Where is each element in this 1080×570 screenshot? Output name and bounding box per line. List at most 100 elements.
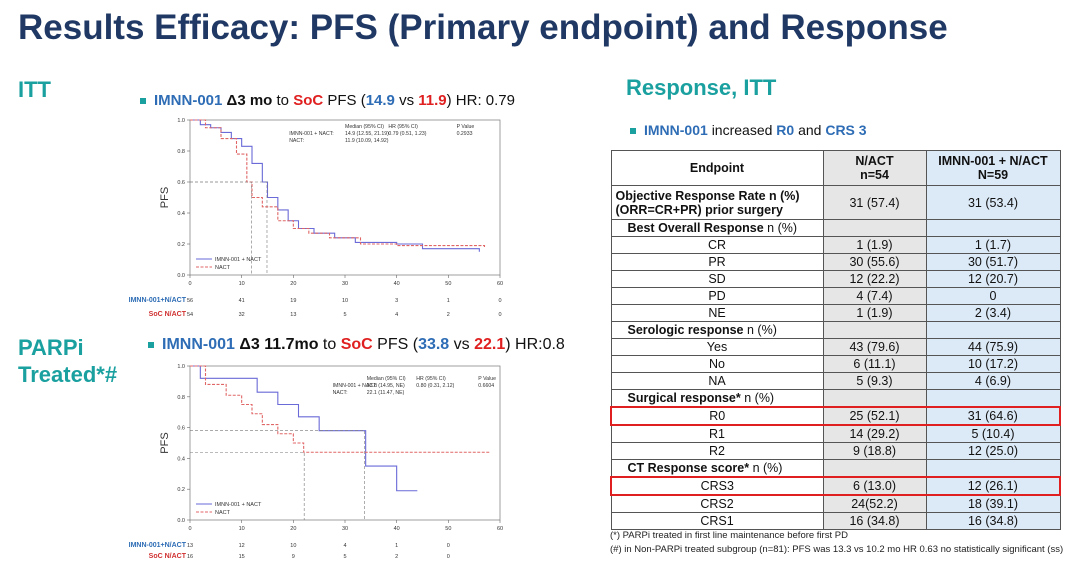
inset-cell: 22.1 (11.47, NE) <box>367 390 405 396</box>
cell: 6 (11.1) <box>822 355 927 373</box>
header-row: Endpoint N/ACT n=54 IMNN-001 + N/ACT N=59 <box>610 150 1061 186</box>
at-risk-count: 1 <box>447 298 450 304</box>
text: PARPi <box>18 335 84 360</box>
at-risk-count: 0 <box>498 312 501 318</box>
x-tick-label: 20 <box>290 281 296 287</box>
table-row: CRS1 16 (34.8) 16 (34.8) <box>610 512 1061 530</box>
legend-label: IMNN-001 + NACT <box>215 257 262 263</box>
cell: R0 <box>610 406 824 426</box>
x-tick-label: 60 <box>497 281 503 287</box>
y-tick-label: 0.0 <box>177 518 185 524</box>
cell: Yes <box>610 338 824 356</box>
cell: 6 (13.0) <box>822 476 927 496</box>
y-tick-label: 0.0 <box>177 273 185 279</box>
text: (ORR=CR+PR) prior surgery <box>615 202 783 217</box>
text: PFS ( <box>377 336 419 353</box>
footnote: (#) in Non-PARPi treated subgroup (n=81)… <box>610 544 1064 555</box>
inset-cell: NACT: <box>289 138 304 144</box>
at-risk-count: 9 <box>292 554 295 560</box>
x-tick-label: 10 <box>239 526 245 532</box>
empty-cell <box>822 219 927 237</box>
cell: 16 (34.8) <box>822 512 927 530</box>
cell: 16 (34.8) <box>925 512 1061 530</box>
inset-cell: IMNN-001 + NACT: <box>333 383 378 389</box>
inset-cell: 0.79 (0.51, 1.23) <box>388 131 426 137</box>
text: increased <box>711 122 773 138</box>
header-cell: Endpoint <box>610 150 824 186</box>
section-label: CT Response score* n (%) <box>610 459 824 478</box>
table-row: CRS2 24(52.2) 18 (39.1) <box>610 494 1061 513</box>
km-curve <box>190 119 486 248</box>
at-risk-count: 19 <box>290 298 296 304</box>
table-row: Serologic response n (%) <box>610 321 1061 339</box>
inset-cell: 11.9 (10.09, 14.92) <box>345 138 389 144</box>
text: Δ3 mo <box>226 92 273 109</box>
at-risk-label: IMNN-001+N/ACT <box>129 542 187 549</box>
km-plot: 0.00.20.40.60.81.00 10 20 30 40 50 60PFSIMNN-0… <box>129 118 503 318</box>
empty-cell <box>822 459 927 478</box>
at-risk-count: 5 <box>343 312 346 318</box>
x-tick-label: 10 <box>239 281 245 287</box>
empty-cell <box>925 389 1061 408</box>
cell: 10 (17.2) <box>925 355 1061 373</box>
at-risk-label: SoC N/ACT <box>149 311 187 318</box>
at-risk-count: 2 <box>395 554 398 560</box>
empty-cell <box>925 459 1061 478</box>
text: ) HR: 0.79 <box>446 92 515 109</box>
inset-cell: 14.9 (12.55, 21.19) <box>345 131 389 137</box>
cell: CRS3 <box>610 476 824 496</box>
table-row: R1 14 (29.2) 5 (10.4) <box>610 424 1061 443</box>
inset-cell: 0.2933 <box>457 131 473 137</box>
at-risk-count: 12 <box>239 543 245 549</box>
at-risk-count: 13 <box>290 312 296 318</box>
inset-cell: 0.6604 <box>478 383 494 389</box>
inset-header: HR (95% CI) <box>388 124 418 130</box>
cell: 4 (7.4) <box>822 287 927 305</box>
at-risk-label: IMNN-001+N/ACT <box>129 297 187 304</box>
y-tick-label: 0.2 <box>177 242 185 248</box>
cell: CR <box>610 236 824 254</box>
cell: PD <box>610 287 824 305</box>
y-tick-label: 0.4 <box>177 211 185 217</box>
inset-cell: IMNN-001 + NACT: <box>289 131 334 137</box>
table-row: Surgical response* n (%) <box>610 389 1061 408</box>
y-tick-label: 1.0 <box>177 364 185 370</box>
at-risk-count: 0 <box>498 298 501 304</box>
empty-cell <box>822 389 927 408</box>
cell: R1 <box>610 424 824 443</box>
x-tick-label: 30 <box>342 526 348 532</box>
cell: 1 (1.7) <box>925 236 1061 254</box>
x-tick-label: 20 <box>290 526 296 532</box>
slide-title: Results Efficacy: PFS (Primary endpoint)… <box>18 8 948 47</box>
at-risk-count: 3 <box>395 298 398 304</box>
table-row: PR 30 (55.6) 30 (51.7) <box>610 253 1061 271</box>
text: N/ACT <box>855 154 894 168</box>
text: n (%) <box>747 323 777 337</box>
text: SoC <box>340 336 373 353</box>
cell: 24(52.2) <box>822 494 927 513</box>
text: CRS 3 <box>825 122 867 138</box>
section-label: Best Overall Response n (%) <box>610 219 824 237</box>
median-line <box>190 451 305 520</box>
y-tick-label: 1.0 <box>177 118 185 124</box>
text: vs <box>453 336 470 353</box>
table-row: PD 4 (7.4) 0 <box>610 287 1061 305</box>
km-plot: 0.00.20.40.60.81.00 10 20 30 40 50 60PFSIMNN-0… <box>129 364 503 560</box>
x-tick-label: 0 <box>188 526 191 532</box>
cell: 12 (25.0) <box>925 442 1061 460</box>
cell: 31 (57.4) <box>822 185 927 220</box>
bullet <box>140 98 146 105</box>
text: Endpoint <box>689 161 745 175</box>
text: n (%) <box>744 391 775 405</box>
y-tick-label: 0.6 <box>177 180 185 186</box>
y-tick-label: 0.6 <box>177 426 185 432</box>
median-line <box>190 181 252 275</box>
table-row: Best Overall Response n (%) <box>610 219 1061 237</box>
at-risk-count: 1 <box>395 543 398 549</box>
text: IMNN-001 <box>154 92 223 109</box>
row-label: Objective Response Rate n (%) (ORR=CR+PR)… <box>610 185 824 220</box>
inset-cell: 33.8 (14.95, NE) <box>367 383 405 389</box>
header-cell: N/ACT n=54 <box>822 150 927 186</box>
text: to <box>276 92 290 109</box>
cell: PR <box>610 253 824 271</box>
